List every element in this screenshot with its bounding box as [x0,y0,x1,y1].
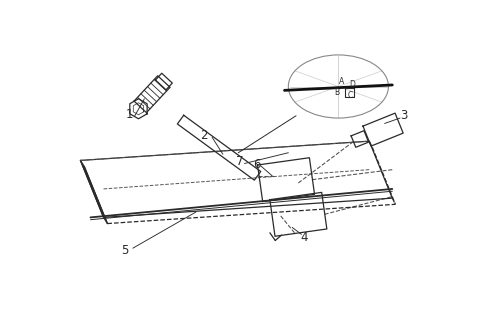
Text: 2: 2 [200,129,207,141]
Text: B: B [334,88,339,97]
Text: D: D [349,80,355,89]
Text: C: C [348,91,353,100]
Text: 5: 5 [120,244,128,257]
Text: A: A [339,78,344,86]
Text: 4: 4 [300,231,308,244]
Text: 3: 3 [400,109,408,122]
Text: 1: 1 [125,108,132,121]
Text: 6: 6 [253,158,261,171]
Text: 7: 7 [236,155,243,169]
